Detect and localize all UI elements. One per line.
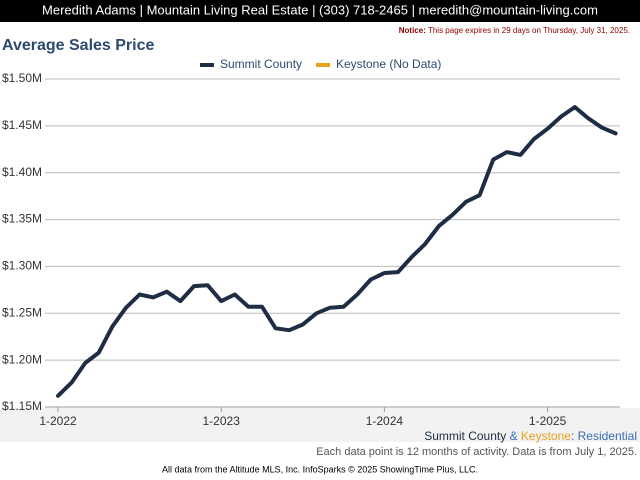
y-tick-label: $1.50M xyxy=(2,71,42,85)
caption: Summit County & Keystone: Residential xyxy=(424,429,637,443)
y-tick-label: $1.30M xyxy=(2,259,42,273)
caption-part: & xyxy=(506,429,521,443)
caption-part: : Residential xyxy=(571,429,637,443)
x-tick-label: 1-2022 xyxy=(39,414,77,428)
legend-label: Summit County xyxy=(220,57,302,71)
x-tick-label: 1-2023 xyxy=(203,414,241,428)
y-tick-label: $1.20M xyxy=(2,352,42,366)
source: All data from the Altitude MLS, Inc. Inf… xyxy=(162,464,478,474)
x-tick-label: 1-2024 xyxy=(366,414,404,428)
header-bar xyxy=(0,0,640,22)
axis-band xyxy=(0,408,640,442)
chart-title: Average Sales Price xyxy=(2,37,155,54)
x-tick-label: 1-2025 xyxy=(529,414,567,428)
y-tick-label: $1.35M xyxy=(2,212,42,226)
series-line xyxy=(56,105,618,398)
caption-part: Keystone xyxy=(521,429,571,443)
legend-label: Keystone (No Data) xyxy=(336,57,441,71)
y-tick-label: $1.15M xyxy=(2,399,42,413)
y-tick-label: $1.25M xyxy=(2,305,42,319)
caption-part: Summit County xyxy=(424,429,506,443)
header-contact: Meredith Adams | Mountain Living Real Es… xyxy=(42,2,598,17)
y-tick-label: $1.40M xyxy=(2,165,42,179)
note: Each data point is 12 months of activity… xyxy=(316,446,637,458)
notice-text: This page expires in 29 days on Thursday… xyxy=(426,26,630,35)
notice-label: Notice: xyxy=(399,26,426,35)
y-tick-label: $1.45M xyxy=(2,118,42,132)
notice: Notice: This page expires in 29 days on … xyxy=(399,26,630,35)
